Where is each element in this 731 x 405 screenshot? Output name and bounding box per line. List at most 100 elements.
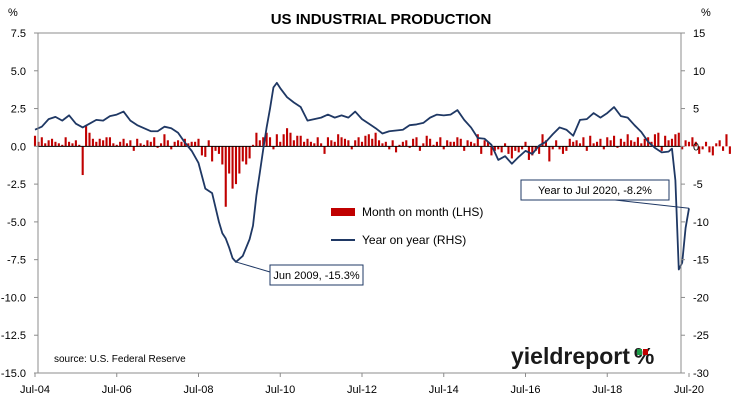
mom-bar (531, 146, 534, 156)
mom-bar (715, 143, 718, 147)
mom-bar (521, 146, 524, 150)
mom-bar (364, 135, 367, 147)
mom-bar (575, 140, 578, 147)
right-tick-label: -20 (693, 292, 709, 304)
mom-bar (265, 132, 268, 147)
mom-bar (674, 134, 677, 147)
mom-bar (395, 146, 398, 153)
mom-bar (616, 146, 619, 148)
mom-bar (558, 146, 561, 150)
yieldreport-logo: yieldreport% (511, 343, 654, 369)
mom-bar (425, 135, 428, 147)
mom-bar (374, 132, 377, 147)
left-tick-label: -10.0 (1, 292, 26, 304)
mom-bar (330, 140, 333, 147)
left-tick-label: 2.5 (11, 104, 26, 116)
mom-bar (333, 141, 336, 147)
mom-bar (211, 146, 214, 162)
mom-bar (326, 137, 329, 147)
mom-bar (221, 146, 224, 165)
mom-bar (57, 143, 60, 147)
mom-bar (102, 140, 105, 147)
mom-bar (432, 144, 435, 147)
mom-bar (258, 140, 261, 147)
mom-bar (166, 140, 169, 147)
year-on-year-line (34, 81, 690, 271)
mom-bar (204, 146, 207, 157)
mom-bar (664, 135, 667, 147)
mom-bar (606, 137, 609, 147)
logo-accent-green (637, 349, 642, 355)
mom-bar (159, 143, 163, 147)
mom-bar (582, 137, 585, 147)
mom-bar (517, 146, 520, 153)
mom-bar (306, 138, 309, 147)
mom-bar (299, 135, 302, 147)
mom-bar (486, 141, 490, 147)
mom-bar (694, 141, 697, 147)
mom-bar (565, 146, 568, 151)
mom-bar (371, 138, 374, 147)
x-tick-label: Jul-18 (592, 384, 622, 396)
annotation-text-jun-2009: Jun 2009, -15.3% (273, 270, 359, 282)
mom-bar (74, 140, 77, 147)
mom-bar (551, 146, 554, 150)
mom-bar (725, 134, 728, 147)
mom-bar (541, 134, 544, 147)
right-tick-label: -10 (693, 217, 709, 229)
legend-label-mom: Month on month (LHS) (362, 205, 483, 219)
mom-bar (268, 137, 272, 147)
left-axis: 7.5 5.0 2.5 0.0 -2.5 -5.0 -7.5 -10.0 -12.5 -15.0 (1, 28, 38, 380)
mom-bar (701, 146, 704, 150)
annotation-leader-jun-2009 (235, 261, 271, 273)
right-axis-unit: % (701, 7, 711, 19)
legend-swatch-bar (331, 208, 355, 216)
chart-title: US INDUSTRIAL PRODUCTION (271, 11, 492, 28)
mom-bar (105, 137, 108, 147)
mom-bar (279, 141, 282, 147)
mom-bar (602, 146, 605, 150)
mom-bar (88, 132, 91, 147)
mom-bar (653, 134, 656, 147)
annotation-box-jun-2009 (269, 264, 364, 286)
mom-bar (398, 144, 401, 147)
mom-bar (681, 146, 684, 150)
mom-bar (156, 146, 159, 148)
mom-bar (95, 141, 98, 147)
mom-bar (122, 138, 125, 147)
mom-bar (177, 140, 180, 147)
mom-bar (391, 140, 394, 147)
mom-bar (190, 141, 193, 147)
mom-bar (633, 141, 636, 147)
mom-bar (187, 143, 190, 147)
mom-bar (153, 137, 156, 147)
mom-bar (466, 140, 469, 147)
mom-bar (64, 137, 67, 147)
mom-bar (514, 146, 517, 151)
mom-bar (422, 143, 425, 147)
mom-bar (129, 140, 132, 147)
annotation-text-jul-2020: Year to Jul 2020, -8.2% (538, 185, 652, 197)
mom-bar (718, 140, 721, 147)
mom-bar (555, 140, 558, 147)
mom-bar (217, 146, 220, 154)
mom-bar (125, 143, 129, 147)
logo-wordmark: yieldreport% (511, 343, 654, 369)
mom-bar (214, 146, 217, 151)
mom-bar (40, 137, 43, 147)
mom-bar (119, 141, 122, 147)
mom-bar (241, 146, 244, 162)
mom-bar (136, 138, 139, 147)
mom-bar (248, 146, 251, 159)
x-tick-label: Jul-16 (511, 384, 541, 396)
mom-bar (435, 141, 438, 147)
mom-bar (469, 141, 473, 147)
mom-bar (439, 137, 442, 147)
mom-bar (68, 141, 71, 147)
mom-bar (296, 135, 299, 147)
mom-bar (337, 134, 340, 147)
right-tick-label: -15 (693, 255, 709, 267)
mom-bar (667, 140, 670, 147)
right-tick-label: 15 (693, 28, 705, 40)
